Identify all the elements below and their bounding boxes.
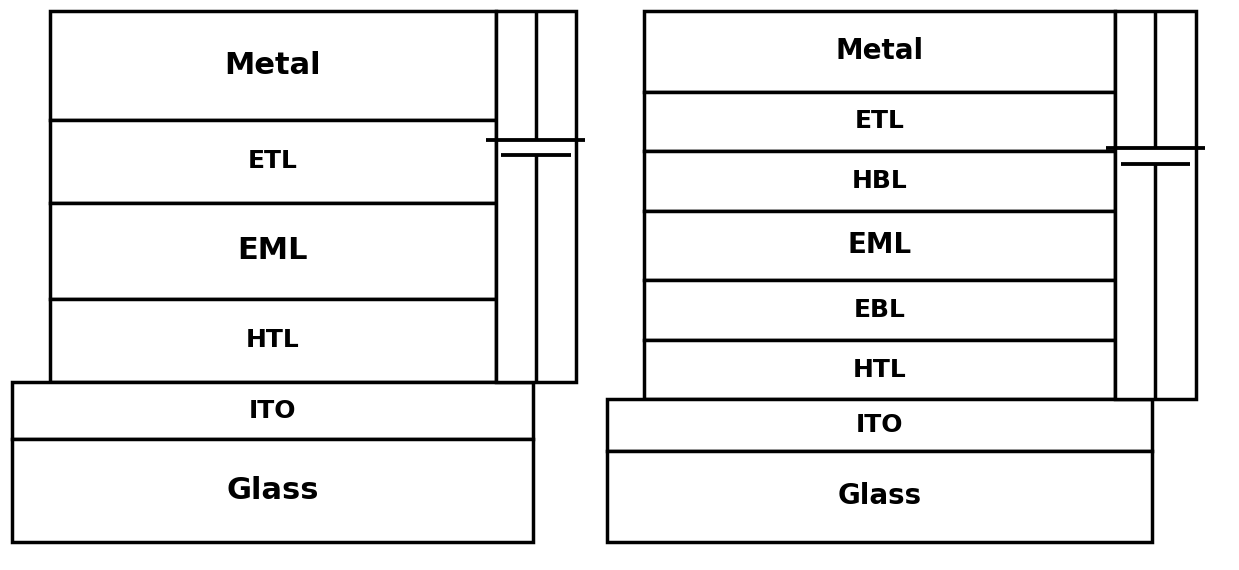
Bar [644, 210, 1115, 280]
Text: ITO: ITO [856, 413, 903, 437]
Bar [644, 280, 1115, 340]
Bar [1115, 11, 1196, 399]
Text: EBL: EBL [854, 298, 906, 322]
Text: EML: EML [847, 231, 912, 259]
Text: HTL: HTL [852, 357, 907, 381]
Bar [607, 399, 1152, 451]
Bar [12, 439, 533, 542]
Text: Metal: Metal [224, 51, 321, 80]
Bar [644, 151, 1115, 210]
Text: HBL: HBL [852, 169, 907, 193]
Text: Metal: Metal [835, 38, 924, 66]
Text: ITO: ITO [249, 398, 296, 422]
Text: HTL: HTL [245, 328, 300, 352]
Bar [50, 299, 496, 382]
Bar [644, 92, 1115, 151]
Bar [496, 11, 576, 382]
Text: Glass: Glass [227, 476, 318, 505]
Bar [50, 120, 496, 203]
Bar [644, 11, 1115, 92]
Bar [12, 382, 533, 439]
Text: ETL: ETL [855, 109, 904, 133]
Bar [50, 11, 496, 120]
Bar [607, 451, 1152, 542]
Text: ETL: ETL [248, 149, 297, 173]
Text: Glass: Glass [838, 482, 922, 510]
Bar [644, 340, 1115, 399]
Bar [50, 203, 496, 299]
Text: EML: EML [238, 237, 307, 266]
